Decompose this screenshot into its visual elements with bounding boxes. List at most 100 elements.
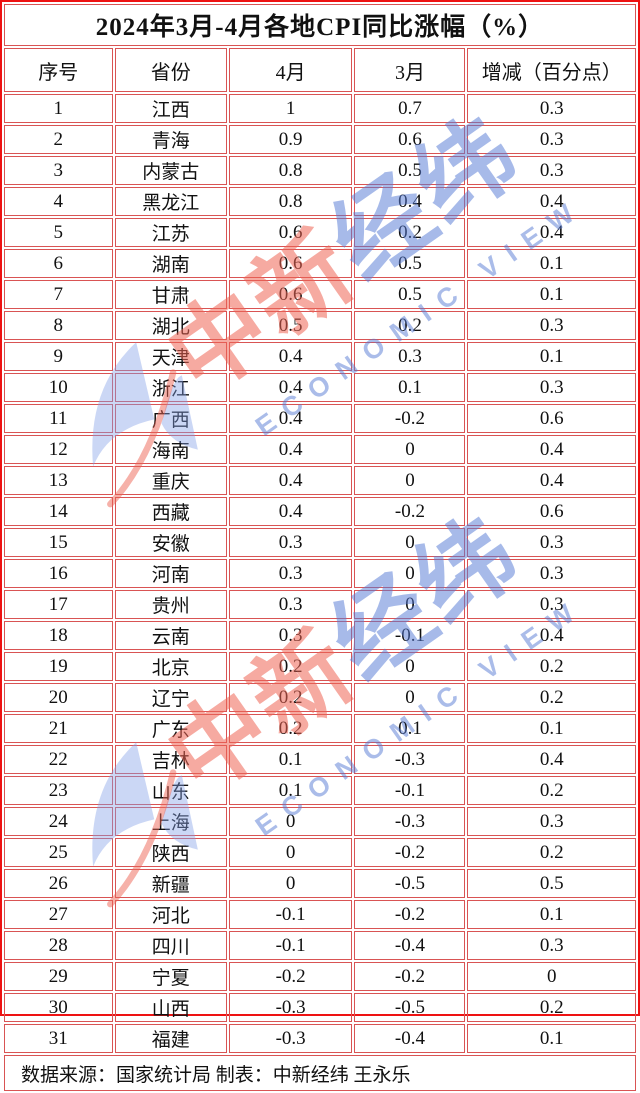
cell-march: 0 [354, 528, 466, 557]
cell-index: 7 [4, 280, 113, 309]
cell-province: 山东 [114, 776, 227, 805]
cell-april: 0.4 [228, 342, 353, 371]
cell-change: 0.4 [467, 187, 636, 216]
cell-index: 17 [4, 590, 113, 619]
cell-march: -0.2 [354, 962, 466, 991]
cell-province: 海南 [114, 435, 227, 464]
col-header-april: 4月 [228, 48, 353, 92]
cell-province: 西藏 [114, 497, 227, 526]
footer-row: 数据来源：国家统计局 制表：中新经纬 王永乐 [4, 1055, 636, 1091]
col-header-change: 增减（百分点） [467, 48, 636, 92]
cell-march: -0.1 [354, 776, 466, 805]
cell-index: 8 [4, 311, 113, 340]
table-row: 10 浙江 0.4 0.1 0.3 [4, 373, 636, 402]
cell-march: 0.6 [354, 125, 466, 154]
cell-april: 0.3 [228, 621, 353, 650]
cell-province: 河北 [114, 900, 227, 929]
table-row: 2 青海 0.9 0.6 0.3 [4, 125, 636, 154]
cell-index: 23 [4, 776, 113, 805]
cell-march: -0.2 [354, 900, 466, 929]
cell-index: 29 [4, 962, 113, 991]
cell-march: 0 [354, 435, 466, 464]
cell-change: 0.5 [467, 869, 636, 898]
cell-index: 6 [4, 249, 113, 278]
cell-index: 16 [4, 559, 113, 588]
cell-april: 0.4 [228, 435, 353, 464]
cell-province: 山西 [114, 993, 227, 1022]
cell-change: 0.1 [467, 1024, 636, 1053]
cell-april: 0.3 [228, 528, 353, 557]
cell-province: 上海 [114, 807, 227, 836]
cell-april: 0.4 [228, 466, 353, 495]
cell-change: 0.3 [467, 590, 636, 619]
cell-index: 3 [4, 156, 113, 185]
cell-march: 0.7 [354, 94, 466, 123]
cell-index: 18 [4, 621, 113, 650]
cell-index: 19 [4, 652, 113, 681]
table-row: 28 四川 -0.1 -0.4 0.3 [4, 931, 636, 960]
cell-province: 辽宁 [114, 683, 227, 712]
table-row: 17 贵州 0.3 0 0.3 [4, 590, 636, 619]
cell-change: 0.4 [467, 621, 636, 650]
table-row: 4 黑龙江 0.8 0.4 0.4 [4, 187, 636, 216]
cell-index: 5 [4, 218, 113, 247]
cell-province: 陕西 [114, 838, 227, 867]
cell-change: 0.4 [467, 745, 636, 774]
page-title: 2024年3月-4月各地CPI同比涨幅（%） [4, 4, 636, 46]
cell-change: 0.6 [467, 404, 636, 433]
cell-march: 0.2 [354, 311, 466, 340]
cell-april: -0.1 [228, 931, 353, 960]
cell-index: 9 [4, 342, 113, 371]
cell-april: 0.8 [228, 156, 353, 185]
cell-index: 28 [4, 931, 113, 960]
table-row: 30 山西 -0.3 -0.5 0.2 [4, 993, 636, 1022]
table-row: 5 江苏 0.6 0.2 0.4 [4, 218, 636, 247]
cell-index: 4 [4, 187, 113, 216]
cell-april: 0 [228, 869, 353, 898]
cell-april: 0 [228, 838, 353, 867]
cell-change: 0.3 [467, 807, 636, 836]
cell-april: -0.2 [228, 962, 353, 991]
cell-march: 0 [354, 559, 466, 588]
cell-april: 0.2 [228, 683, 353, 712]
cell-april: 0.3 [228, 590, 353, 619]
cell-march: -0.3 [354, 745, 466, 774]
cell-march: 0 [354, 590, 466, 619]
cell-province: 新疆 [114, 869, 227, 898]
table-row: 14 西藏 0.4 -0.2 0.6 [4, 497, 636, 526]
header-row: 序号 省份 4月 3月 增减（百分点） [4, 48, 636, 92]
table-row: 11 广西 0.4 -0.2 0.6 [4, 404, 636, 433]
table-row: 19 北京 0.2 0 0.2 [4, 652, 636, 681]
cell-march: -0.4 [354, 931, 466, 960]
cell-province: 浙江 [114, 373, 227, 402]
cell-province: 安徽 [114, 528, 227, 557]
table-row: 3 内蒙古 0.8 0.5 0.3 [4, 156, 636, 185]
cell-province: 黑龙江 [114, 187, 227, 216]
cell-april: -0.3 [228, 993, 353, 1022]
cell-province: 天津 [114, 342, 227, 371]
table-row: 21 广东 0.2 0.1 0.1 [4, 714, 636, 743]
cell-change: 0.4 [467, 435, 636, 464]
table-row: 23 山东 0.1 -0.1 0.2 [4, 776, 636, 805]
cell-index: 30 [4, 993, 113, 1022]
title-row: 2024年3月-4月各地CPI同比涨幅（%） [4, 4, 636, 46]
cell-change: 0.3 [467, 373, 636, 402]
table-row: 29 宁夏 -0.2 -0.2 0 [4, 962, 636, 991]
cell-change: 0.1 [467, 342, 636, 371]
cell-index: 26 [4, 869, 113, 898]
cell-change: 0.2 [467, 652, 636, 681]
cell-province: 北京 [114, 652, 227, 681]
cell-april: 0.4 [228, 373, 353, 402]
cell-march: -0.4 [354, 1024, 466, 1053]
cell-change: 0.2 [467, 683, 636, 712]
cell-change: 0.1 [467, 714, 636, 743]
cell-april: 0.6 [228, 218, 353, 247]
cell-march: 0 [354, 683, 466, 712]
cell-change: 0.3 [467, 311, 636, 340]
table-row: 26 新疆 0 -0.5 0.5 [4, 869, 636, 898]
cell-march: -0.1 [354, 621, 466, 650]
cell-change: 0.2 [467, 776, 636, 805]
cell-march: 0.1 [354, 373, 466, 402]
cell-index: 31 [4, 1024, 113, 1053]
